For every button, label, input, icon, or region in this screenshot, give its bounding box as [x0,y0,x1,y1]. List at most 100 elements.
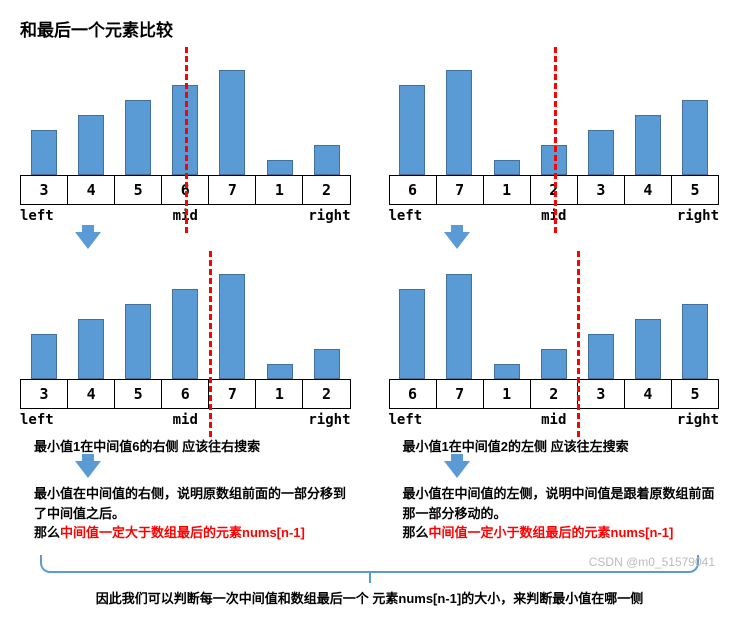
mid-label: mid [130,412,240,428]
bar-column [67,115,114,175]
down-arrow-icon [75,232,101,249]
bar [314,349,340,379]
bar [399,289,425,379]
bar-column [625,319,672,379]
left-label: left [389,412,499,428]
right-chart-2: 6712345leftmidright [389,255,720,428]
value-row: 3456712 [20,380,351,409]
right-label: right [609,412,719,428]
bar [78,319,104,379]
bar-column [114,100,161,175]
left-explain: 最小值在中间值的右侧，说明原数组前面的一部分移到了中间值之后。 那么中间值一定大… [34,484,351,543]
explain-pre: 那么 [34,525,60,540]
explain-text: 最小值在中间值的左侧，说明中间值是跟着原数组前面那一部分移动的。 [403,486,715,521]
bar-column [483,364,530,379]
bar-column [256,364,303,379]
value-cell: 4 [68,176,115,205]
bar [446,274,472,379]
down-arrow-icon [444,461,470,478]
value-cell: 4 [625,176,672,205]
left-label: left [20,208,130,224]
value-cell: 1 [484,176,531,205]
bar [682,304,708,379]
value-cell: 1 [256,176,303,205]
bar [541,349,567,379]
value-cell: 3 [21,176,68,205]
left-label: left [20,412,130,428]
bar-column [256,160,303,175]
bar [682,100,708,175]
bar [494,160,520,175]
bar [267,364,293,379]
bar [125,100,151,175]
down-arrow-icon [444,232,470,249]
bar [399,85,425,175]
value-cell: 3 [578,176,625,205]
bar-column [672,100,719,175]
right-column: 6712345leftmidright 6712345leftmidright … [389,51,720,545]
bar-column [389,289,436,379]
left-label: left [389,208,499,224]
value-row: 6712345 [389,380,720,409]
bar-column [209,70,256,175]
value-cell: 5 [672,176,719,205]
mid-label: mid [499,412,609,428]
bar-column [436,70,483,175]
value-cell: 5 [672,380,719,409]
left-column: 3456712leftmidright 3456712leftmidright … [20,51,351,545]
bar-column [20,334,67,379]
value-cell: 1 [256,380,303,409]
bar [635,115,661,175]
bar [314,145,340,175]
bar-column [209,274,256,379]
value-cell: 7 [209,176,256,205]
value-cell: 6 [390,380,437,409]
value-cell: 4 [68,380,115,409]
value-cell: 5 [115,176,162,205]
bar [125,304,151,379]
bar-column [303,349,350,379]
mid-dash-line [554,47,557,233]
value-cell: 7 [437,176,484,205]
bar-column [20,130,67,175]
down-arrow-icon [75,461,101,478]
right-label: right [240,208,350,224]
explain-red: 中间值一定小于数组最后的元素nums[n-1] [429,525,674,540]
value-cell: 2 [303,176,350,205]
page-title: 和最后一个元素比较 [20,16,719,41]
explain-pre: 那么 [403,525,429,540]
pointer-labels: leftmidright [389,409,720,428]
bar [172,289,198,379]
bar-column [483,160,530,175]
right-label: right [240,412,350,428]
bar [219,274,245,379]
value-cell: 6 [390,176,437,205]
watermark-text: CSDN @m0_51579041 [589,555,715,569]
bar-column [672,304,719,379]
right-label: right [609,208,719,224]
bar-column [436,274,483,379]
two-column-grid: 3456712leftmidright 3456712leftmidright … [20,51,719,545]
bar [494,364,520,379]
bar-column [625,115,672,175]
bar-column [577,334,624,379]
bar [267,160,293,175]
value-cell: 1 [484,380,531,409]
value-cell: 7 [437,380,484,409]
explain-red: 中间值一定大于数组最后的元素nums[n-1] [60,525,305,540]
right-caption: 最小值1在中间值2的左侧 应该往左搜索 [403,436,720,455]
value-cell: 3 [21,380,68,409]
bar [31,334,57,379]
value-cell: 2 [531,380,578,409]
bar-column [114,304,161,379]
value-cell: 3 [578,380,625,409]
bar-column [162,289,209,379]
value-cell: 5 [115,380,162,409]
bar [31,130,57,175]
mid-dash-line [185,47,188,233]
bar-column [303,145,350,175]
right-explain: 最小值在中间值的左侧，说明中间值是跟着原数组前面那一部分移动的。 那么中间值一定… [403,484,720,543]
bar [219,70,245,175]
mid-dash-line [577,251,580,437]
bar [635,319,661,379]
